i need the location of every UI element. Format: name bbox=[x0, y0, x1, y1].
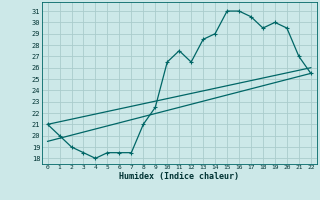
X-axis label: Humidex (Indice chaleur): Humidex (Indice chaleur) bbox=[119, 172, 239, 181]
